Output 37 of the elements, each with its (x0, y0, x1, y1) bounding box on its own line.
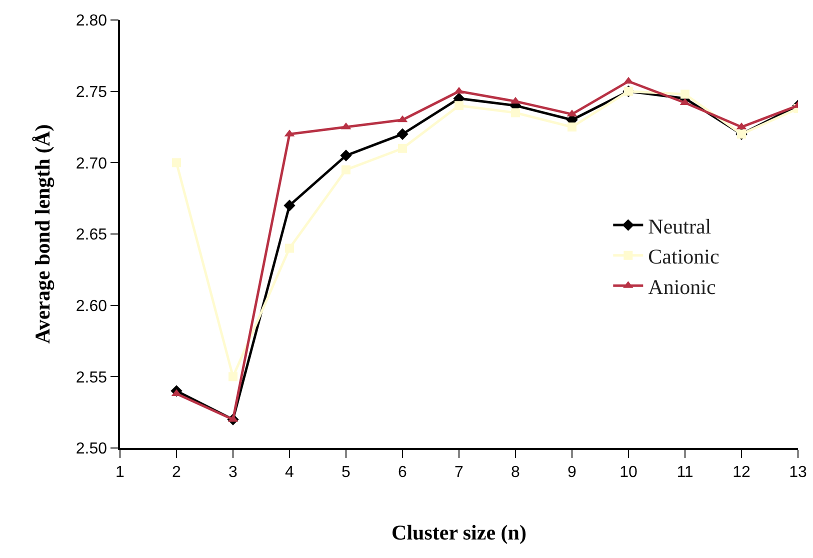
point (342, 165, 350, 174)
x-tick-label: 2 (172, 464, 182, 481)
point (398, 144, 407, 153)
point (228, 372, 238, 382)
point (396, 128, 408, 140)
point (511, 108, 520, 118)
point (285, 244, 294, 253)
y-tick-label: 2.80 (76, 12, 108, 30)
y-tick-label: 2.70 (76, 155, 108, 172)
y-tick-label: 2.60 (76, 298, 108, 315)
legend-label: Cationic (648, 244, 720, 269)
x-axis-title: Cluster size (n) (392, 520, 526, 545)
x-tick-label: 4 (285, 464, 294, 481)
x-tick-label: 3 (228, 464, 238, 481)
x-tick-label: 9 (568, 464, 577, 481)
y-tick-label: 2.65 (76, 226, 108, 244)
point (172, 158, 181, 168)
x-tick-label: 11 (676, 464, 694, 481)
point (340, 150, 352, 162)
x-tick-label: 1 (116, 464, 125, 481)
y-tick-label: 2.50 (76, 440, 108, 458)
y-axis-title: Average bond length (Å) (30, 124, 55, 344)
point (284, 200, 296, 212)
x-tick-label: 6 (398, 464, 408, 481)
legend-label: Anionic (648, 274, 716, 299)
legend-label: Neutral (648, 214, 712, 238)
x-tick-label: 13 (789, 464, 807, 481)
point (568, 122, 576, 132)
x-tick-label: 8 (511, 464, 520, 481)
x-tick-label: 12 (732, 464, 750, 481)
point (680, 90, 690, 99)
x-tick-label: 10 (620, 464, 638, 481)
y-tick-label: 2.75 (76, 84, 108, 101)
x-tick-label: 7 (454, 464, 464, 481)
point (454, 101, 464, 110)
x-tick-label: 5 (342, 464, 351, 481)
y-tick-label: 2.55 (76, 369, 108, 386)
